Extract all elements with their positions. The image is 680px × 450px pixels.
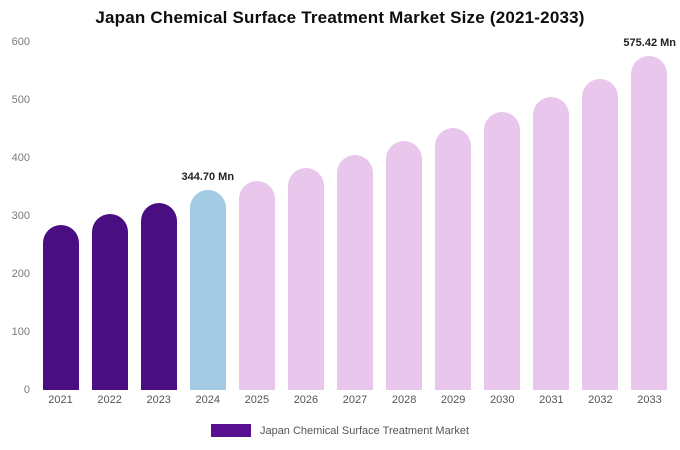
y-tick-label: 300	[11, 210, 30, 222]
y-tick-label: 100	[11, 326, 30, 338]
y-tick-label: 500	[11, 94, 30, 106]
bar-2033	[631, 56, 668, 390]
bar-2032	[582, 78, 619, 390]
x-tick-label: 2022	[97, 394, 122, 406]
bar-column-2033: 575.42 Mn	[623, 37, 676, 390]
x-tick-label: 2030	[490, 394, 515, 406]
bar-column-2022	[85, 42, 134, 390]
bar-series: 344.70 Mn 575.42 Mn	[36, 37, 676, 390]
bar-2028	[386, 141, 423, 390]
bar-2031	[533, 96, 570, 390]
bar-column-2029	[429, 42, 478, 390]
y-tick-label: 0	[23, 384, 30, 396]
bar-column-2021	[36, 42, 85, 390]
x-tick-label: 2032	[588, 394, 613, 406]
legend: Japan Chemical Surface Treatment Market	[0, 424, 680, 437]
x-tick-label: 2029	[440, 394, 466, 406]
bar-2027	[337, 154, 373, 390]
legend-label: Japan Chemical Surface Treatment Market	[259, 424, 470, 437]
bar-column-2028	[380, 42, 429, 390]
x-tick-label: 2026	[293, 394, 319, 406]
bar-column-2024: 344.70 Mn	[181, 42, 235, 390]
legend-swatch	[210, 424, 251, 437]
chart-title: Japan Chemical Surface Treatment Market …	[95, 8, 585, 27]
bar-2030	[484, 112, 521, 390]
x-axis: 2021 2022 2023 2024 2025 2026 2027 2028 2029 2030…	[36, 394, 674, 406]
bar-2021	[42, 224, 79, 390]
bar-column-2031	[527, 42, 576, 390]
bar-column-2025	[232, 42, 281, 390]
bar-2022	[91, 214, 128, 390]
x-tick-label: 2027	[342, 394, 368, 406]
plot-area: 344.70 Mn 575.42 Mn 0 100 200 300 400 500 600	[12, 36, 676, 396]
y-tick-label: 600	[11, 36, 30, 48]
x-tick-label: 2024	[195, 394, 221, 406]
bar-value-label: 575.42 Mn	[623, 37, 677, 50]
bar-column-2026	[281, 42, 330, 390]
y-tick-label: 400	[11, 152, 30, 164]
x-tick-label: 2028	[391, 394, 417, 406]
y-tick-label: 200	[11, 268, 30, 280]
x-tick-label: 2021	[48, 394, 73, 406]
bar-value-label: 344.70 Mn	[181, 171, 235, 184]
x-tick-label: 2033	[637, 394, 662, 406]
bar-2026	[287, 167, 324, 390]
x-tick-label: 2025	[244, 394, 270, 406]
bar-2024	[189, 190, 226, 390]
bar-column-2023	[134, 42, 183, 390]
bar-column-2030	[478, 42, 527, 390]
bar-2025	[238, 181, 275, 390]
x-tick-label: 2023	[146, 394, 171, 406]
bar-column-2027	[330, 42, 379, 390]
bar-2029	[435, 127, 472, 390]
bar-2023	[140, 203, 177, 390]
bar-column-2032	[576, 42, 625, 390]
x-tick-label: 2031	[539, 394, 564, 406]
